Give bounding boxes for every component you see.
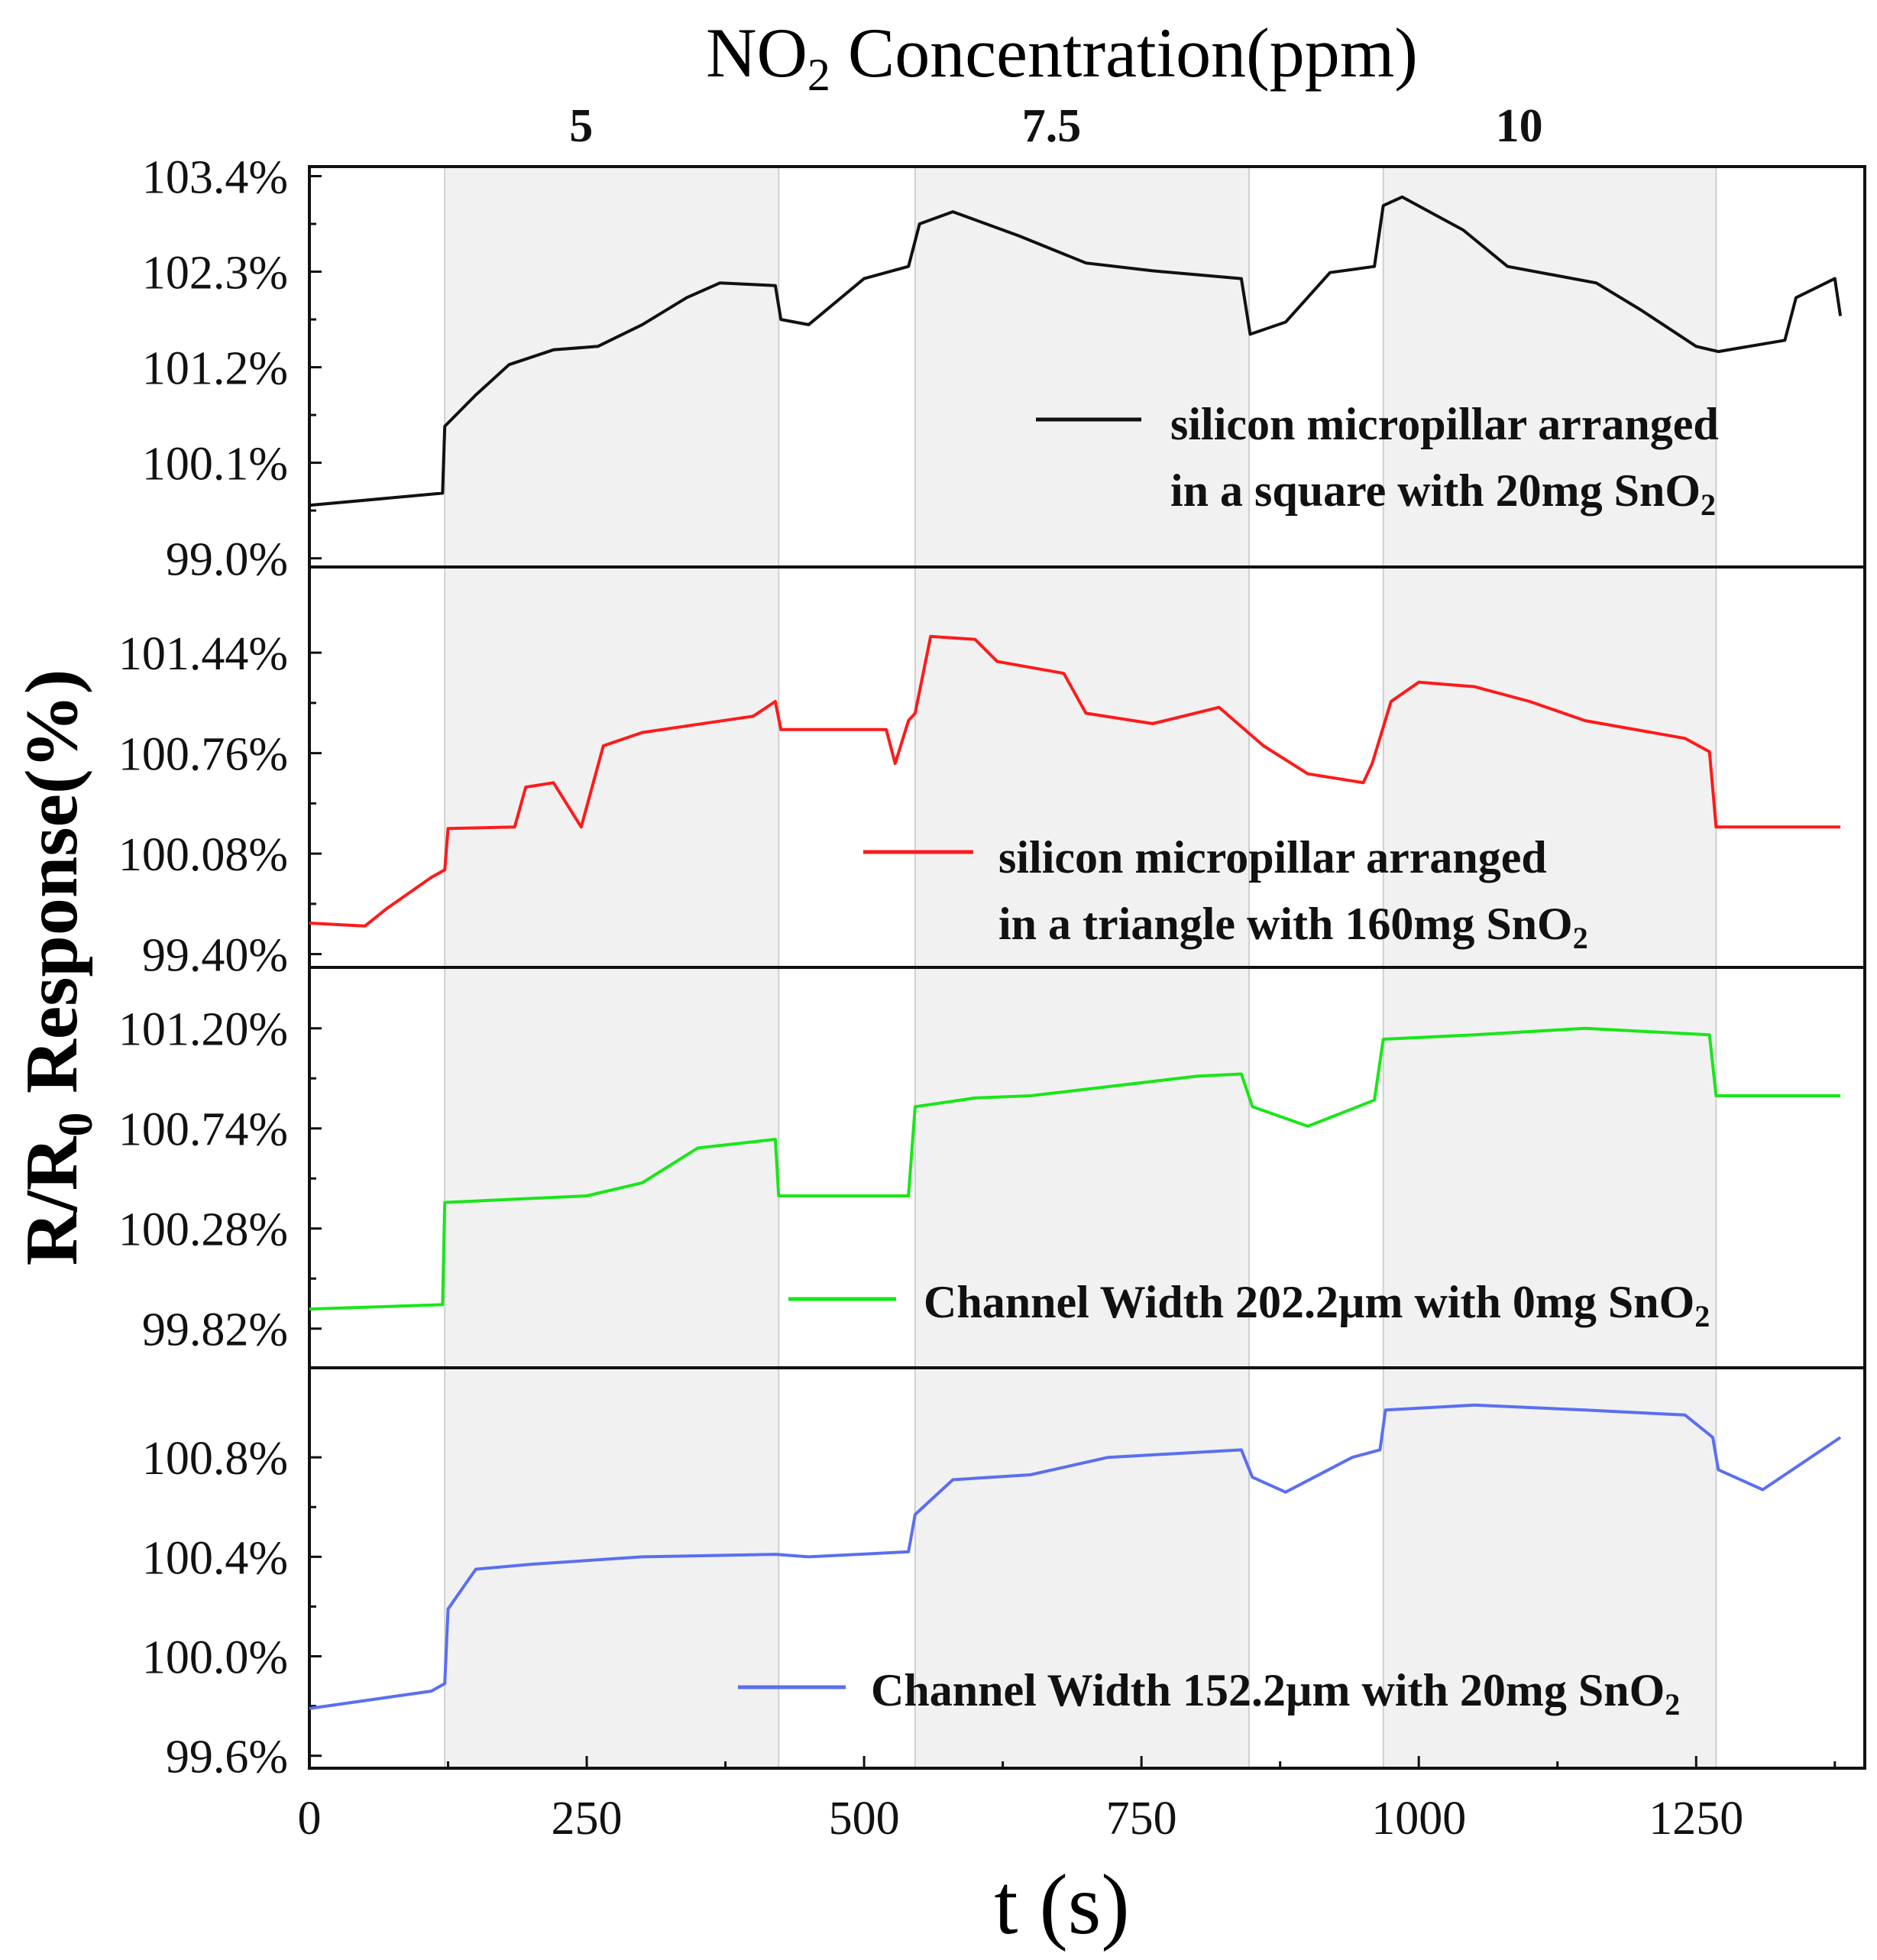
panel: 99.0% 100.1% 101.2% 102.3% 103.4% silicon mic… xyxy=(142,152,1866,586)
legend-label: in a square with 20mg SnO2 xyxy=(1170,465,1716,522)
x-tick-label: 1250 xyxy=(1649,1793,1743,1845)
series-line xyxy=(309,195,1843,507)
y-tick-label: 100.74% xyxy=(118,1104,288,1156)
x-axis-label: t (s) xyxy=(994,1858,1129,1952)
x-tick-label: 250 xyxy=(552,1793,623,1845)
y-tick-label: 99.0% xyxy=(166,534,288,586)
panel: 99.40% 100.08% 100.76% 101.44% silicon micro… xyxy=(118,565,1866,982)
series-line xyxy=(309,634,1841,928)
legend-label: silicon micropillar arranged xyxy=(1170,399,1719,449)
legend-label: in a triangle with 160mg SnO2 xyxy=(998,899,1588,955)
y-tick-label: 100.28% xyxy=(118,1204,288,1256)
y-tick-label: 101.44% xyxy=(118,628,288,680)
y-axis-label: R/R0 Response(%) xyxy=(11,669,102,1266)
series-line xyxy=(309,1026,1841,1311)
y-tick-label: 103.4% xyxy=(142,152,288,204)
y-tick-label: 99.82% xyxy=(142,1304,288,1356)
concentration-label: 10 xyxy=(1496,100,1543,152)
concentration-label: 5 xyxy=(569,100,593,152)
y-tick-label: 100.0% xyxy=(142,1632,288,1684)
panel: 99.6% 100.0% 100.4% 100.8% Channel Width 152… xyxy=(142,1366,1866,1783)
y-tick-label: 100.8% xyxy=(142,1433,288,1485)
legend-label: Channel Width 152.2µm with 20mg SnO2 xyxy=(871,1665,1680,1722)
y-tick-label: 102.3% xyxy=(142,248,288,300)
chart-title: NO2 Concentration(ppm) xyxy=(706,14,1418,100)
panel: 99.82% 100.28% 100.74% 101.20% Channel Width… xyxy=(118,966,1866,1369)
y-tick-label: 100.08% xyxy=(118,829,288,881)
concentration-label: 7.5 xyxy=(1022,100,1082,152)
y-tick-label: 100.1% xyxy=(142,439,288,491)
y-tick-label: 100.76% xyxy=(118,729,288,781)
y-tick-label: 100.4% xyxy=(142,1532,288,1584)
y-tick-label: 99.6% xyxy=(166,1732,288,1783)
legend-label: Channel Width 202.2µm with 0mg SnO2 xyxy=(924,1277,1710,1333)
x-tick-label: 750 xyxy=(1106,1793,1177,1845)
y-tick-label: 99.40% xyxy=(142,930,288,982)
x-tick-label: 500 xyxy=(829,1793,900,1845)
panel-frame xyxy=(308,1366,1866,1770)
y-tick-label: 101.2% xyxy=(142,343,288,395)
series-line xyxy=(309,1403,1842,1710)
x-tick-label: 0 xyxy=(298,1793,322,1845)
x-tick-label: 1000 xyxy=(1371,1793,1466,1845)
legend-label: silicon micropillar arranged xyxy=(998,832,1547,883)
y-tick-label: 101.20% xyxy=(118,1004,288,1056)
